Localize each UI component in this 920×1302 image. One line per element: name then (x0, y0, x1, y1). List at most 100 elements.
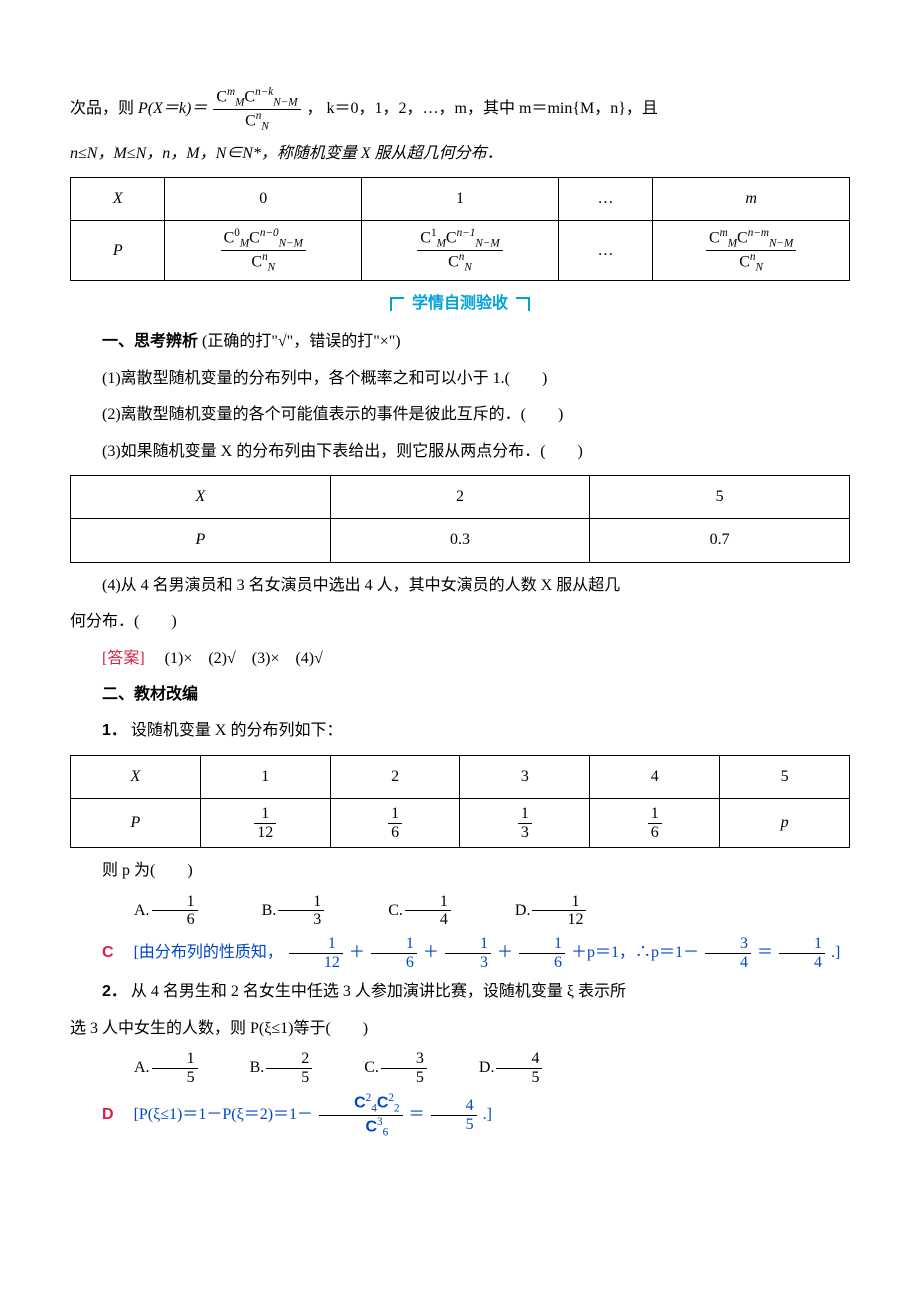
table-row: X 2 5 (71, 476, 850, 519)
s: N−M (279, 238, 303, 250)
s: m (720, 227, 728, 239)
n: 1 (519, 935, 565, 954)
intro-l1-suffix: ， k＝0，1，2，…，m，其中 m＝min{M，n}，且 (307, 100, 658, 117)
op: ＋p＝1，∴p＝1－ (571, 944, 699, 961)
s: M (240, 238, 249, 250)
q1-text: 设随机变量 X 的分布列如下： (131, 722, 343, 739)
t1-h-0: 0 (259, 190, 267, 207)
sikao-title-line: 一、思考辨析 (正确的打"√"，错误的打"×") (70, 327, 850, 357)
q1-label: 1． (102, 722, 127, 739)
d: 4 (705, 954, 751, 972)
t1-h-X: X (113, 190, 123, 207)
table-row: X 0 1 … m (71, 178, 850, 221)
q1t-f3: 16 (648, 805, 662, 841)
txt: [由分布列的性质知， (118, 944, 283, 961)
t2-2: 2 (456, 488, 464, 505)
d: 5 (431, 1116, 477, 1134)
q2-choice-A: A.15 (102, 1050, 200, 1086)
sup-k: m (227, 86, 235, 98)
table-row: P C0MCn−0N−M CnN C1MCn−1N−M CnN … CmMCn−… (71, 221, 850, 281)
tag: A. (134, 1059, 150, 1076)
hypergeom-table: X 0 1 … m P C0MCn−0N−M CnN C1MCn−1N−M Cn… (70, 177, 850, 281)
q2-sol-frac: C24C22 C36 (319, 1092, 403, 1139)
op: ＝ (757, 944, 773, 961)
q1t-P: P (131, 814, 141, 831)
s: n−0 (260, 227, 279, 239)
eq: ＝ (409, 1106, 425, 1123)
q1t-5: 5 (781, 768, 789, 785)
tag: C. (364, 1059, 379, 1076)
n: 1 (152, 893, 198, 912)
s: N (464, 262, 471, 274)
q1t-2: 2 (391, 768, 399, 785)
sikao-item-3: (3)如果随机变量 X 的分布列由下表给出，则它服从两点分布．( ) (70, 437, 850, 467)
d: 6 (371, 954, 417, 972)
d: 5 (152, 1069, 198, 1087)
t2-07: 0.7 (710, 531, 730, 548)
n: 1 (532, 893, 586, 912)
d: 5 (266, 1069, 312, 1087)
op: ＋ (497, 944, 513, 961)
s: n−m (748, 227, 769, 239)
table-row: P 0.3 0.7 (71, 519, 850, 562)
sikao-suffix: (正确的打"√"，错误的打"×") (202, 333, 401, 350)
d: 4 (405, 911, 451, 929)
t2-P: P (195, 531, 205, 548)
sup-nk: n−k (255, 86, 273, 98)
d: 3 (445, 954, 491, 972)
two-point-table: X 2 5 P 0.3 0.7 (70, 475, 850, 563)
q2-choice-C: C.35 (332, 1050, 429, 1086)
t1-c1: C1MCn−1N−M CnN (417, 227, 502, 274)
d: 6 (152, 911, 198, 929)
d: 12 (254, 824, 276, 842)
n: 1 (445, 935, 491, 954)
q2-sol-body: [P(ξ≤1)＝1－P(ξ＝2)＝1－ C24C22 C36 ＝ 45 .] (118, 1106, 492, 1123)
q2-stem-2: 选 3 人中女生的人数，则 P(ξ≤1)等于( ) (70, 1014, 850, 1044)
q1-choice-A: A.16 (102, 893, 200, 929)
q1-choice-D: D.112 (483, 893, 589, 929)
d: 12 (289, 954, 343, 972)
sikao-item-4b: 何分布．( ) (70, 607, 850, 637)
q2-solution: D [P(ξ≤1)＝1－P(ξ＝2)＝1－ C24C22 C36 ＝ 45 .] (70, 1092, 850, 1139)
sikao-title: 一、思考辨析 (102, 333, 198, 350)
t1-h-1: 1 (456, 190, 464, 207)
q1t-p: p (781, 814, 789, 831)
sub-N: N (261, 120, 268, 132)
q1-table: X 1 2 3 4 5 P 112 16 13 16 p (70, 755, 850, 849)
d: 6 (648, 824, 662, 842)
tag: B. (262, 902, 277, 919)
q1t-f0: 112 (254, 805, 276, 841)
s: N−M (769, 238, 793, 250)
d: 3 (518, 824, 532, 842)
q1-sol-body: [由分布列的性质知， 112 ＋ 16 ＋ 13 ＋ 16 ＋p＝1，∴p＝1－… (118, 944, 841, 961)
n: 1 (278, 893, 324, 912)
s: N (268, 262, 275, 274)
q1-ask: 则 p 为( ) (70, 856, 850, 886)
t1-dots: … (598, 242, 614, 259)
tag: D. (515, 902, 531, 919)
n: 1 (152, 1050, 198, 1069)
sikao-item-1: (1)离散型随机变量的分布列中，各个概率之和可以小于 1.( ) (70, 364, 850, 394)
jiaocai-title-line: 二、教材改编 (70, 680, 850, 710)
n: 1 (254, 805, 276, 824)
s: n−1 (457, 227, 476, 239)
s: M (437, 238, 446, 250)
sub-NM: N−M (273, 97, 297, 109)
s: M (728, 238, 737, 250)
intro-formula: P(X＝k)＝ (138, 100, 207, 117)
s: N−M (475, 238, 499, 250)
n: 1 (779, 935, 825, 954)
t1-cm: CmMCn−mN−M CnN (706, 227, 796, 274)
q1-sol-tag: C (102, 944, 114, 961)
t2-03: 0.3 (450, 531, 470, 548)
n: 1 (289, 935, 343, 954)
end: .] (483, 1106, 492, 1123)
intro-line-2: n≤N，M≤N，n，M，N∈N*，称随机变量 X 服从超几何分布． (70, 139, 850, 169)
d: 12 (532, 911, 586, 929)
tag: A. (134, 902, 150, 919)
q1-choice-B: B.13 (230, 893, 327, 929)
tag: D. (479, 1059, 495, 1076)
d: 5 (496, 1069, 542, 1087)
op: ＋ (423, 944, 439, 961)
table-row: X 1 2 3 4 5 (71, 755, 850, 798)
